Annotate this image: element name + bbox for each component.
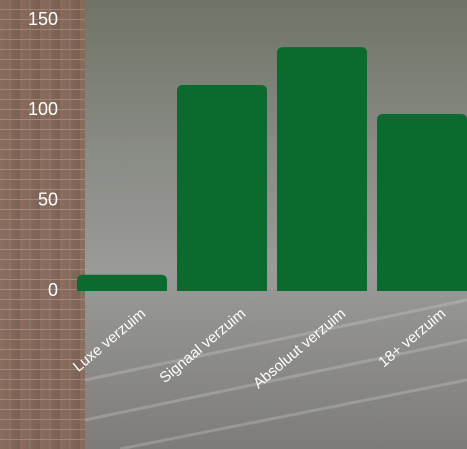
y-tick-label: 50	[38, 189, 58, 209]
bar	[77, 274, 167, 291]
bar	[377, 113, 467, 291]
y-tick-label: 0	[48, 280, 58, 300]
bar	[177, 85, 267, 291]
background-brick	[0, 0, 85, 449]
y-tick-label: 100	[28, 99, 58, 119]
bar	[277, 47, 367, 291]
y-tick-label: 150	[28, 9, 58, 29]
background-lines	[84, 298, 467, 449]
